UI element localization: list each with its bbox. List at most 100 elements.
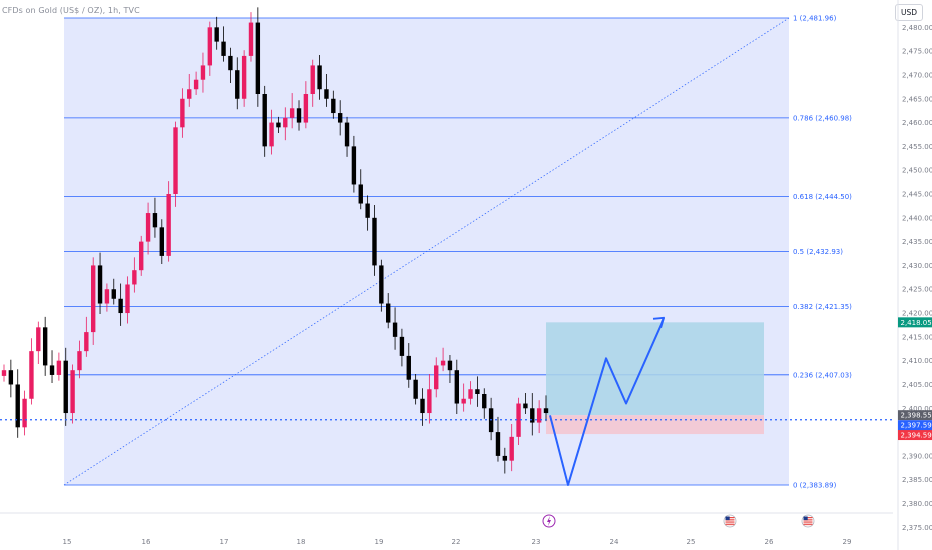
y-tick-label: 2,445.00 bbox=[902, 191, 932, 199]
price-tag-bg bbox=[898, 410, 932, 421]
candle-body bbox=[406, 355, 411, 380]
candle-body bbox=[269, 122, 274, 147]
y-tick-label: 2,400.00 bbox=[902, 405, 932, 413]
flag-stripe bbox=[803, 524, 813, 526]
projection-arrow-path bbox=[549, 317, 665, 486]
candle-body bbox=[97, 265, 103, 304]
candle-body bbox=[413, 379, 418, 399]
candle-body bbox=[440, 360, 446, 366]
flag-stripe bbox=[725, 522, 735, 524]
candle-body bbox=[516, 403, 521, 437]
y-tick-label: 2,440.00 bbox=[902, 214, 932, 222]
fib-level-label: 1 (2,481.96) bbox=[793, 15, 837, 23]
price-tag-label: 2,394.59 bbox=[901, 432, 932, 440]
flag-stripe bbox=[725, 524, 735, 526]
candle-body bbox=[63, 360, 68, 414]
candle-body bbox=[351, 146, 357, 185]
candle-body bbox=[303, 94, 309, 123]
x-tick-label: 17 bbox=[220, 538, 229, 546]
candle-body bbox=[139, 241, 144, 271]
price-tag-bg bbox=[898, 317, 932, 328]
us-flag-icon[interactable] bbox=[801, 514, 815, 528]
candle-body bbox=[358, 184, 363, 204]
candle-body bbox=[118, 298, 123, 314]
y-tick-label: 2,375.00 bbox=[902, 524, 932, 532]
candle-body bbox=[523, 403, 528, 409]
candle-body bbox=[344, 122, 350, 147]
x-tick-label: 26 bbox=[765, 538, 774, 546]
candle-body bbox=[84, 332, 89, 352]
candle-body bbox=[262, 94, 267, 147]
candle-body bbox=[145, 213, 151, 242]
candle-body bbox=[77, 351, 82, 371]
flag-stripe bbox=[725, 518, 735, 520]
candle-body bbox=[317, 65, 322, 90]
fib-level-label: 0.618 (2,444.50) bbox=[793, 193, 852, 201]
candle-body bbox=[289, 108, 295, 118]
stop-zone bbox=[546, 415, 764, 435]
price-tag: 2,398.55 bbox=[898, 410, 932, 421]
candle-body bbox=[132, 270, 137, 285]
lightning-icon[interactable] bbox=[542, 514, 556, 528]
candle-body bbox=[36, 327, 41, 352]
y-tick-label: 2,420.00 bbox=[902, 310, 932, 318]
y-tick-label: 2,430.00 bbox=[902, 262, 932, 270]
candle-body bbox=[207, 27, 213, 66]
price-tag-label: 2,398.55 bbox=[901, 412, 932, 420]
candle-body bbox=[214, 27, 219, 42]
candle-body bbox=[372, 217, 377, 266]
x-tick-label: 29 bbox=[843, 538, 852, 546]
candle-body bbox=[187, 89, 192, 99]
price-tag-bg bbox=[898, 430, 932, 441]
candle-body bbox=[125, 284, 130, 314]
candle-body bbox=[8, 370, 14, 385]
candle-body bbox=[200, 65, 206, 80]
projection-arrowhead bbox=[652, 316, 665, 329]
y-tick-label: 2,475.00 bbox=[902, 48, 932, 56]
y-tick-label: 2,460.00 bbox=[902, 119, 932, 127]
candle-body bbox=[255, 22, 261, 95]
y-tick-label: 2,470.00 bbox=[902, 71, 932, 79]
candle-body bbox=[296, 108, 302, 123]
candle-body bbox=[276, 122, 281, 128]
candle-body bbox=[193, 79, 199, 90]
candle-body bbox=[447, 360, 453, 371]
candle-body bbox=[454, 370, 460, 404]
candle-body bbox=[482, 394, 487, 409]
candle-body bbox=[111, 289, 116, 299]
x-tick-label: 18 bbox=[297, 538, 306, 546]
candles bbox=[1, 7, 549, 474]
lightning-bolt bbox=[547, 516, 551, 526]
y-tick-label: 2,385.00 bbox=[902, 476, 932, 484]
candle-body bbox=[228, 55, 233, 71]
candle-body bbox=[461, 398, 466, 404]
y-tick-label: 2,390.00 bbox=[902, 452, 932, 460]
candle-body bbox=[22, 398, 27, 428]
candle-body bbox=[475, 389, 480, 394]
x-tick-label: 16 bbox=[142, 538, 151, 546]
candle-body bbox=[180, 98, 185, 128]
candle-body bbox=[283, 117, 288, 128]
candle-body bbox=[15, 384, 20, 428]
candle-body bbox=[1, 370, 7, 376]
candle-body bbox=[379, 265, 384, 304]
y-tick-label: 2,450.00 bbox=[902, 167, 932, 175]
x-tick-label: 15 bbox=[63, 538, 72, 546]
candle-body bbox=[543, 408, 549, 414]
fib-level-label: 0 (2,383.89) bbox=[793, 482, 837, 490]
y-tick-label: 2,480.00 bbox=[902, 24, 932, 32]
us-flag-icon[interactable] bbox=[723, 514, 737, 528]
currency-button[interactable]: USD bbox=[895, 4, 923, 21]
candle-body bbox=[310, 65, 315, 94]
candle-body bbox=[49, 365, 55, 375]
flag-stripe bbox=[725, 517, 735, 518]
y-tick-label: 2,425.00 bbox=[902, 286, 932, 294]
candle-body bbox=[509, 436, 514, 461]
candle-body bbox=[434, 365, 439, 390]
candle-body bbox=[241, 55, 247, 99]
y-tick-label: 2,380.00 bbox=[902, 500, 932, 508]
flag-stripe bbox=[803, 522, 813, 524]
candle-body bbox=[365, 203, 370, 218]
